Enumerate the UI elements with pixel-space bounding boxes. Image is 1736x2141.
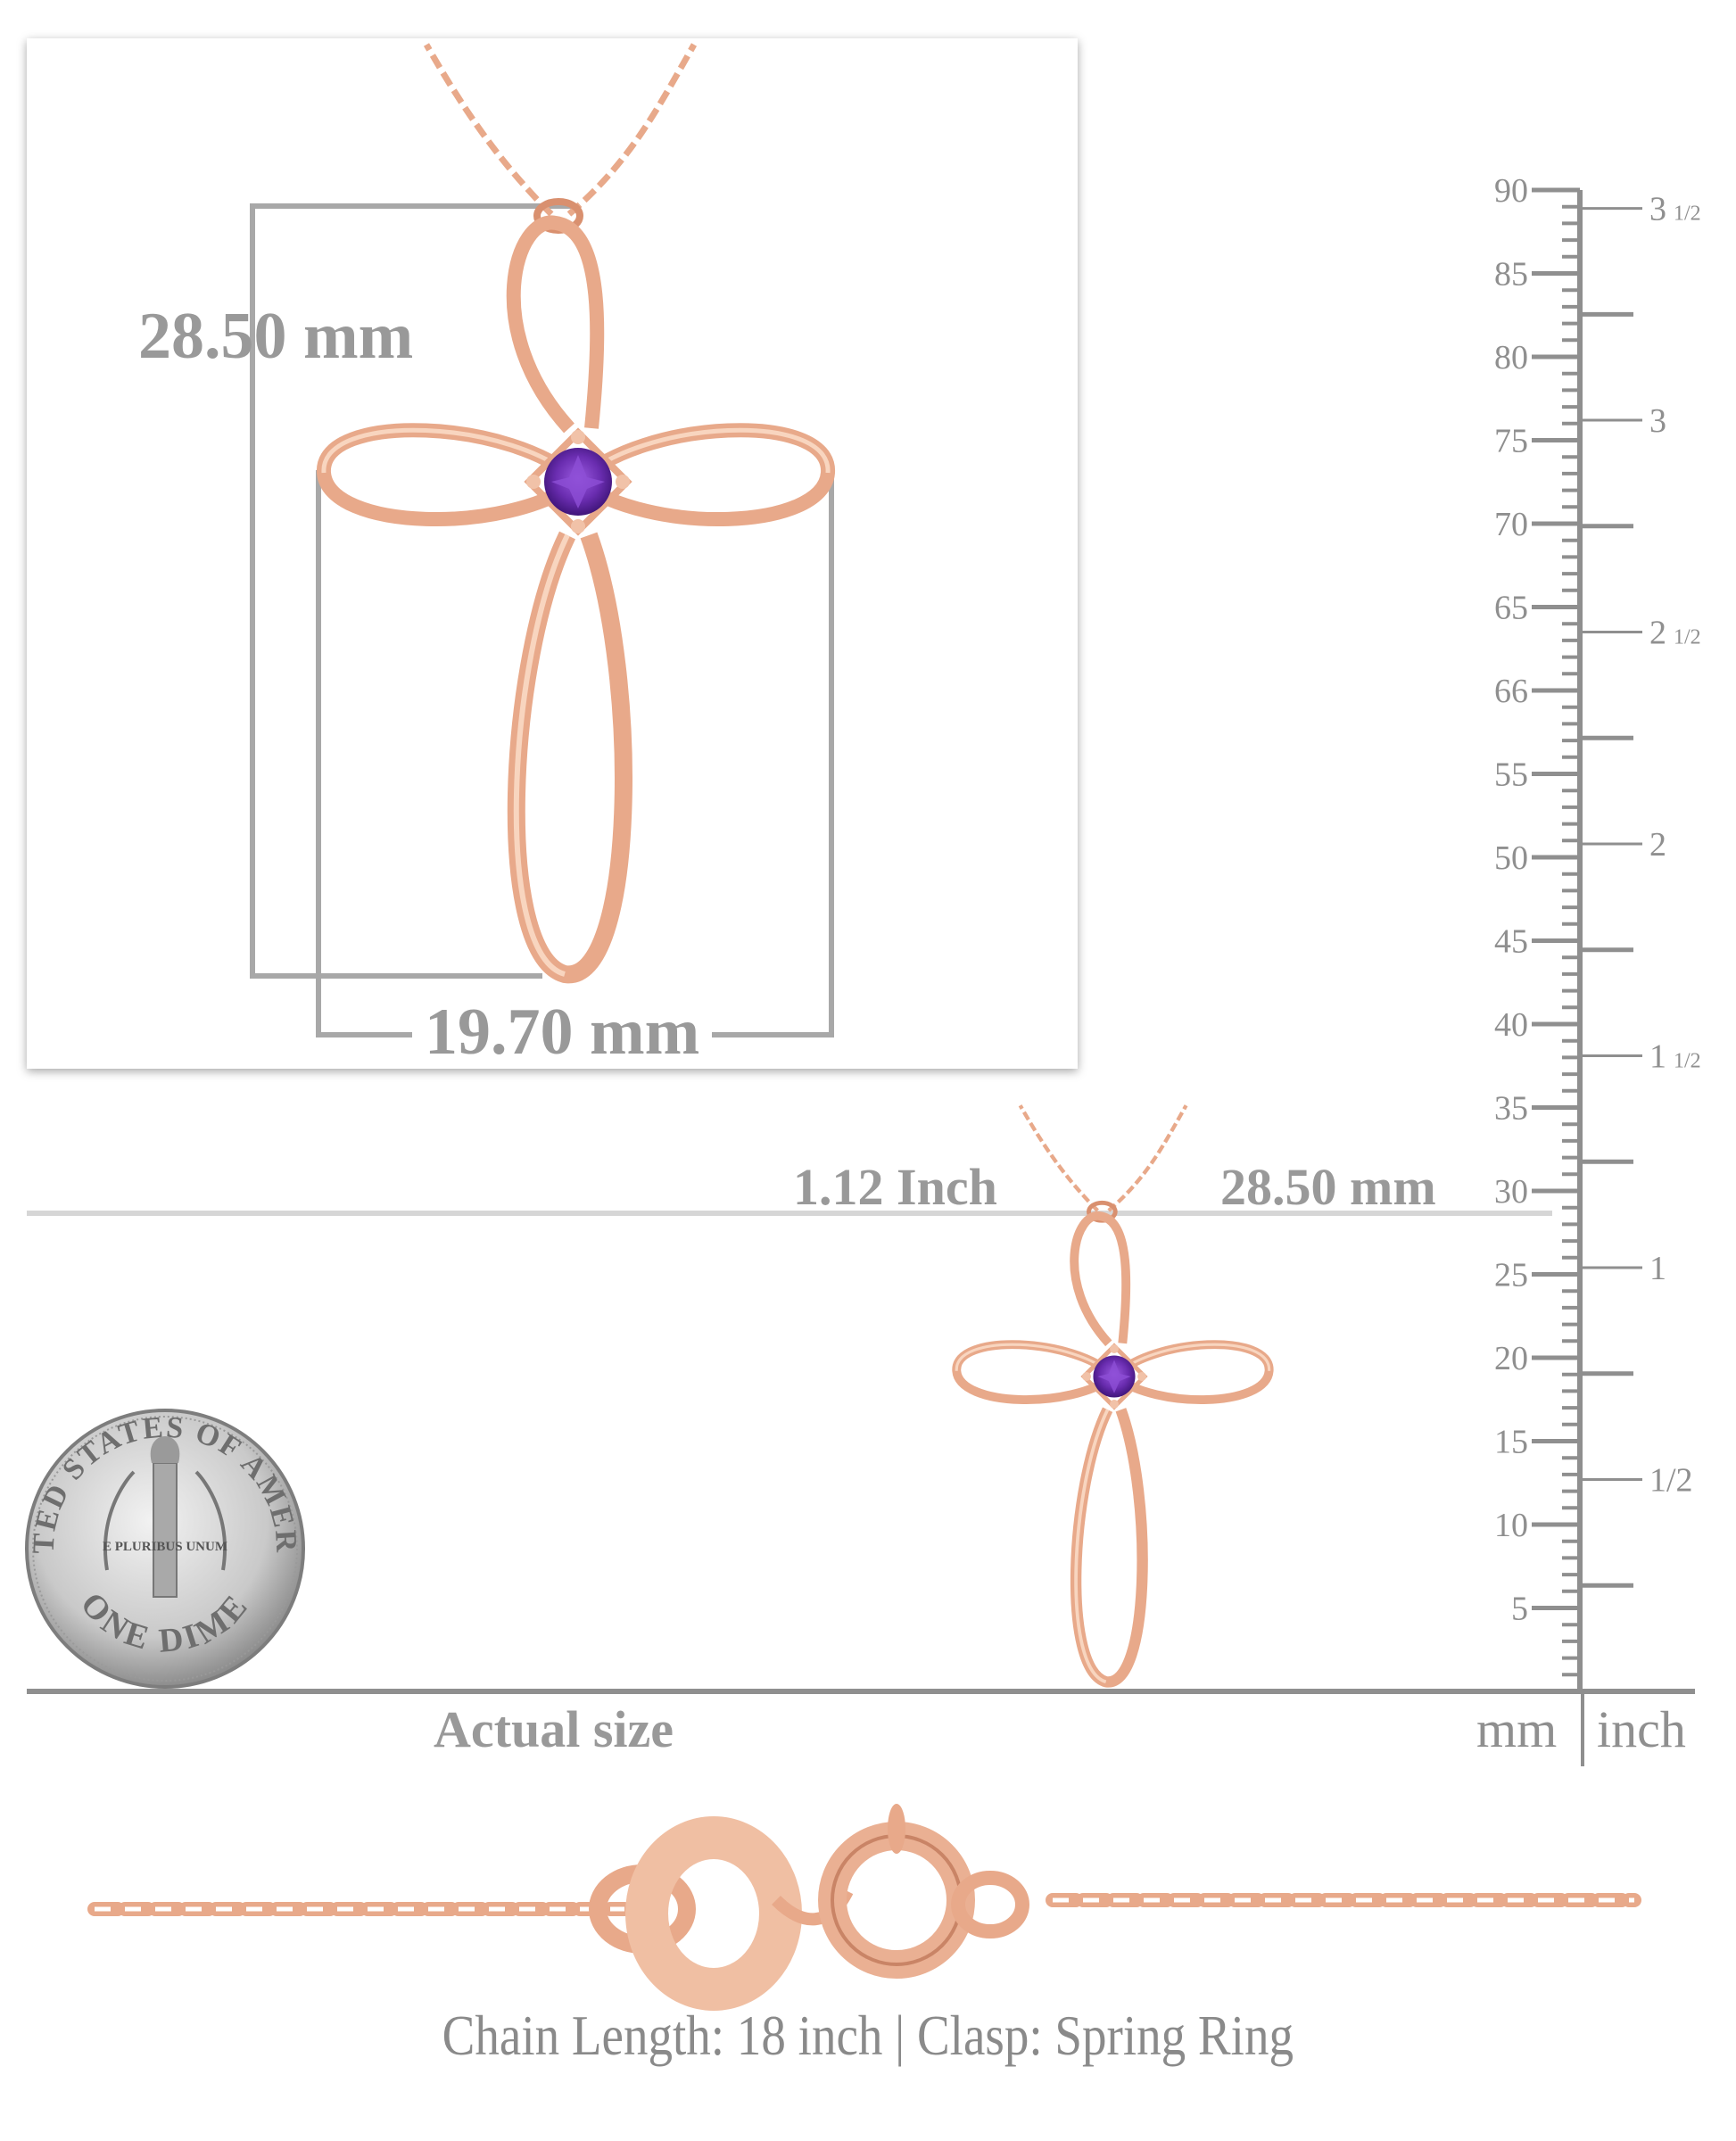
actual-height-inch-label: 1.12 Inch xyxy=(793,1158,997,1216)
mm-tick-label: 10 xyxy=(1494,1507,1528,1544)
width-bracket xyxy=(316,470,834,1037)
pendant-detail-image xyxy=(324,45,828,974)
dime-coin-image: UNITED STATES OF AMERICA ONE DIME E PLUR… xyxy=(0,0,305,1689)
mm-tick-label: 35 xyxy=(1494,1090,1528,1128)
mm-tick-label: 20 xyxy=(1494,1340,1528,1377)
inch-tick-label: 2 xyxy=(1649,826,1666,864)
width-measurement-label: 19.70 mm xyxy=(412,999,713,1065)
height-bracket xyxy=(250,203,579,979)
svg-text:E PLURIBUS UNUM: E PLURIBUS UNUM xyxy=(103,1540,227,1554)
svg-text:UNITED STATES OF AMERICA: UNITED STATES OF AMERICA xyxy=(0,0,303,1555)
mm-tick-label: 75 xyxy=(1494,423,1528,460)
mm-tick-label: 90 xyxy=(1494,172,1528,210)
inch-unit-label: inch xyxy=(1597,1700,1686,1758)
inch-tick-label: 1 1/2 xyxy=(1649,1038,1701,1076)
actual-height-mm-label: 28.50 mm xyxy=(1220,1158,1436,1216)
mm-tick-label: 70 xyxy=(1494,506,1528,543)
mm-tick-label: 30 xyxy=(1494,1173,1528,1211)
inch-tick-label: 1 xyxy=(1649,1250,1666,1287)
chain-clasp-image xyxy=(87,1804,1641,2011)
mm-unit-label: mm xyxy=(1476,1700,1558,1758)
mm-tick-label: 45 xyxy=(1494,923,1528,961)
ruler: 908580757065665550454035302520151051/211… xyxy=(1494,172,1701,1691)
chain-info-caption: Chain Length: 18 inch | Clasp: Spring Ri… xyxy=(442,2004,1294,2067)
mm-tick-label: 65 xyxy=(1494,590,1528,627)
mm-tick-label: 25 xyxy=(1494,1257,1528,1294)
actual-size-label: Actual size xyxy=(434,1700,674,1758)
mm-tick-label: 80 xyxy=(1494,339,1528,376)
mm-tick-label: 15 xyxy=(1494,1424,1528,1461)
mm-tick-label: 5 xyxy=(1511,1591,1528,1628)
inch-tick-label: 3 1/2 xyxy=(1649,191,1701,228)
height-measurement-label: 28.50 mm xyxy=(138,300,414,373)
inch-tick-label: 1/2 xyxy=(1649,1462,1693,1500)
inch-tick-label: 2 1/2 xyxy=(1649,615,1701,652)
mm-tick-label: 66 xyxy=(1494,673,1528,710)
mm-tick-label: 85 xyxy=(1494,256,1528,293)
mm-tick-label: 55 xyxy=(1494,756,1528,794)
inch-tick-label: 3 xyxy=(1649,402,1666,440)
mm-tick-label: 40 xyxy=(1494,1006,1528,1044)
mm-tick-label: 50 xyxy=(1494,839,1528,877)
